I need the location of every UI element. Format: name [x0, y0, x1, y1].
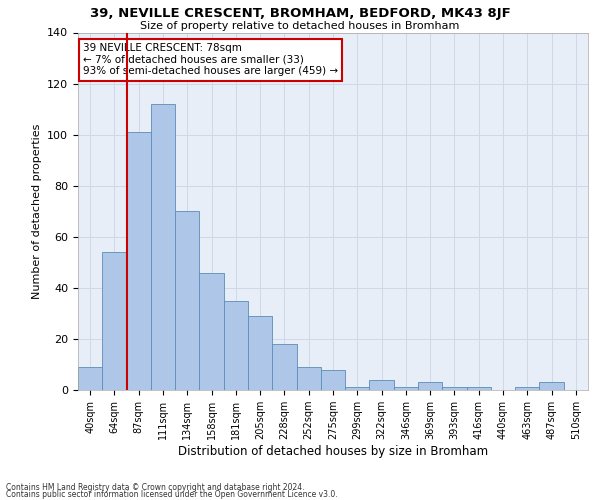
- Bar: [78, 367, 102, 390]
- Bar: [175, 211, 199, 390]
- Bar: [248, 316, 272, 390]
- Text: 39 NEVILLE CRESCENT: 78sqm
← 7% of detached houses are smaller (33)
93% of semi-: 39 NEVILLE CRESCENT: 78sqm ← 7% of detac…: [83, 43, 338, 76]
- Bar: [418, 382, 442, 390]
- Bar: [224, 300, 248, 390]
- Bar: [539, 382, 564, 390]
- Bar: [515, 388, 539, 390]
- Bar: [127, 132, 151, 390]
- Bar: [272, 344, 296, 390]
- Text: 39, NEVILLE CRESCENT, BROMHAM, BEDFORD, MK43 8JF: 39, NEVILLE CRESCENT, BROMHAM, BEDFORD, …: [89, 8, 511, 20]
- Y-axis label: Number of detached properties: Number of detached properties: [32, 124, 41, 299]
- Bar: [296, 367, 321, 390]
- Text: Contains public sector information licensed under the Open Government Licence v3: Contains public sector information licen…: [6, 490, 338, 499]
- Bar: [151, 104, 175, 390]
- Bar: [394, 388, 418, 390]
- Bar: [321, 370, 345, 390]
- Bar: [467, 388, 491, 390]
- Text: Contains HM Land Registry data © Crown copyright and database right 2024.: Contains HM Land Registry data © Crown c…: [6, 484, 305, 492]
- Bar: [345, 388, 370, 390]
- Text: Size of property relative to detached houses in Bromham: Size of property relative to detached ho…: [140, 21, 460, 31]
- Bar: [102, 252, 127, 390]
- Bar: [199, 272, 224, 390]
- X-axis label: Distribution of detached houses by size in Bromham: Distribution of detached houses by size …: [178, 445, 488, 458]
- Bar: [442, 388, 467, 390]
- Bar: [370, 380, 394, 390]
